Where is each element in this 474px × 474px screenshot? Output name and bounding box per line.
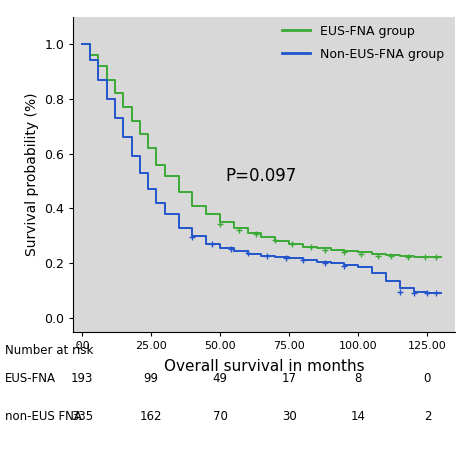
EUS-FNA group: [79, 41, 84, 47]
Non-EUS-FNA group: [129, 154, 135, 159]
Non-EUS-FNA group: [176, 211, 182, 217]
Y-axis label: Survival probability (%): Survival probability (%): [25, 92, 39, 256]
EUS-FNA group: [383, 252, 389, 258]
Text: 8: 8: [355, 372, 362, 385]
EUS-FNA group: [273, 238, 278, 244]
EUS-FNA group: [137, 132, 143, 137]
Text: 193: 193: [71, 372, 93, 385]
Line: EUS-FNA group: EUS-FNA group: [82, 44, 441, 257]
EUS-FNA group: [438, 255, 444, 260]
EUS-FNA group: [245, 230, 250, 236]
Non-EUS-FNA group: [79, 41, 84, 47]
Non-EUS-FNA group: [137, 170, 143, 176]
Line: Non-EUS-FNA group: Non-EUS-FNA group: [82, 44, 441, 293]
Text: 0: 0: [424, 372, 431, 385]
Text: 30: 30: [282, 410, 297, 423]
Text: non-EUS FNA: non-EUS FNA: [5, 410, 82, 423]
Text: 14: 14: [351, 410, 366, 423]
Text: 70: 70: [212, 410, 228, 423]
Text: 335: 335: [71, 410, 93, 423]
EUS-FNA group: [410, 255, 417, 260]
EUS-FNA group: [176, 173, 182, 178]
Text: EUS-FNA: EUS-FNA: [5, 372, 56, 385]
Legend: EUS-FNA group, Non-EUS-FNA group: EUS-FNA group, Non-EUS-FNA group: [277, 20, 449, 66]
Text: Number at risk: Number at risk: [5, 344, 93, 356]
Text: 17: 17: [282, 372, 297, 385]
Text: 2: 2: [424, 410, 431, 423]
Non-EUS-FNA group: [245, 251, 250, 256]
Non-EUS-FNA group: [438, 291, 444, 296]
Non-EUS-FNA group: [273, 255, 278, 260]
Text: 162: 162: [140, 410, 162, 423]
X-axis label: Overall survival in months: Overall survival in months: [164, 359, 365, 374]
Text: 99: 99: [144, 372, 158, 385]
Text: 49: 49: [212, 372, 228, 385]
EUS-FNA group: [129, 118, 135, 124]
Non-EUS-FNA group: [383, 278, 389, 284]
Text: P=0.097: P=0.097: [226, 166, 297, 184]
